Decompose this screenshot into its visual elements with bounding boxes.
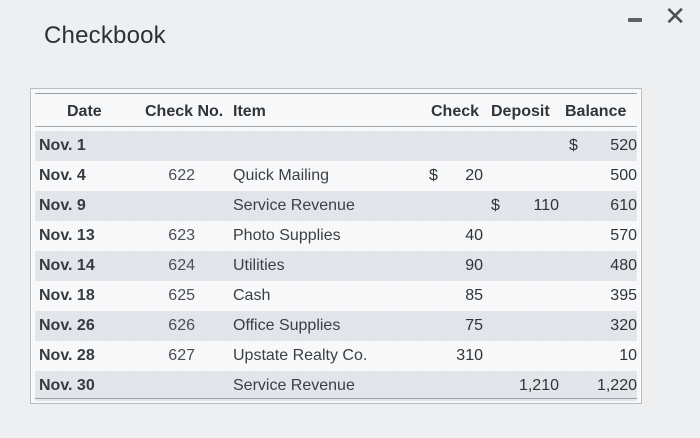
minimize-icon[interactable] [628, 18, 643, 22]
table-row: Nov. 30 Service Revenue 1,210 1,220 [35, 371, 637, 401]
cell-check: 85 [465, 287, 483, 304]
cell-date: Nov. 1 [39, 137, 86, 154]
cell-date: Nov. 4 [39, 167, 86, 184]
cell-check-no: 624 [168, 257, 195, 274]
cell-check: 75 [465, 317, 483, 334]
table-top-rule [35, 93, 637, 94]
cell-item: Office Supplies [233, 317, 341, 334]
table-row: Nov. 9 Service Revenue $110 610 [35, 191, 637, 221]
header-item: Item [233, 103, 266, 120]
cell-date: Nov. 18 [39, 287, 95, 304]
cell-item: Quick Mailing [233, 167, 330, 184]
checkbook-table: Date Check No. Item Check Deposit Balanc… [30, 88, 642, 404]
header-check: Check [431, 103, 480, 120]
cell-check: 40 [465, 227, 483, 244]
cell-check-no: 627 [168, 347, 195, 364]
table-header: Date Check No. Item Check Deposit Balanc… [35, 101, 637, 127]
cell-date: Nov. 13 [39, 227, 95, 244]
cell-date: Nov. 30 [39, 377, 95, 394]
table-row: Nov. 28 627 Upstate Realty Co. 310 10 [35, 341, 637, 371]
page-title: Checkbook [44, 22, 166, 49]
cell-balance: 610 [610, 197, 637, 214]
cell-item: Photo Supplies [233, 227, 341, 244]
cell-check-no: 623 [168, 227, 195, 244]
table-row: Nov. 26 626 Office Supplies 75 320 [35, 311, 637, 341]
header-balance: Balance [565, 103, 627, 120]
cell-check-no: 626 [168, 317, 195, 334]
cell-item: Utilities [233, 257, 285, 274]
table-row: Nov. 14 624 Utilities 90 480 [35, 251, 637, 281]
cell-balance: 395 [610, 287, 637, 304]
header-rule [35, 126, 637, 127]
table-bottom-rule [35, 398, 637, 399]
cell-date: Nov. 26 [39, 317, 95, 334]
cell-date: Nov. 9 [39, 197, 86, 214]
cell-item: Upstate Realty Co. [233, 347, 368, 364]
cell-balance: 500 [610, 167, 637, 184]
cell-balance: 480 [610, 257, 637, 274]
cell-check-no: 625 [168, 287, 195, 304]
table-row: Nov. 4 622 Quick Mailing $20 500 [35, 161, 637, 191]
table-row: Nov. 13 623 Photo Supplies 40 570 [35, 221, 637, 251]
cell-balance: 10 [619, 347, 637, 364]
header-check-no: Check No. [145, 103, 224, 120]
cell-check: 90 [465, 257, 483, 274]
header-date: Date [67, 103, 102, 120]
cell-balance: 520 [610, 137, 637, 154]
cell-date: Nov. 14 [39, 257, 95, 274]
table-row: Nov. 18 625 Cash 85 395 [35, 281, 637, 311]
cell-balance: 320 [610, 317, 637, 334]
cell-deposit: 110 [533, 197, 559, 214]
cell-item: Service Revenue [233, 377, 355, 394]
cell-item: Service Revenue [233, 197, 355, 214]
cell-balance: 570 [610, 227, 637, 244]
cell-deposit-dollar: $ [491, 197, 500, 214]
close-icon[interactable]: ✕ [664, 1, 686, 31]
cell-balance-dollar: $ [569, 137, 578, 154]
cell-deposit: 1,210 [518, 377, 559, 394]
cell-check: 20 [465, 167, 483, 184]
cell-check-no: 622 [168, 167, 195, 184]
window-controls: ✕ [628, 1, 686, 31]
cell-date: Nov. 28 [39, 347, 95, 364]
cell-check: 310 [456, 347, 483, 364]
table-row: Nov. 1 $520 [35, 131, 637, 161]
cell-balance: 1,220 [596, 377, 637, 394]
cell-item: Cash [233, 287, 271, 304]
header-deposit: Deposit [491, 103, 550, 120]
cell-check-dollar: $ [429, 167, 438, 184]
